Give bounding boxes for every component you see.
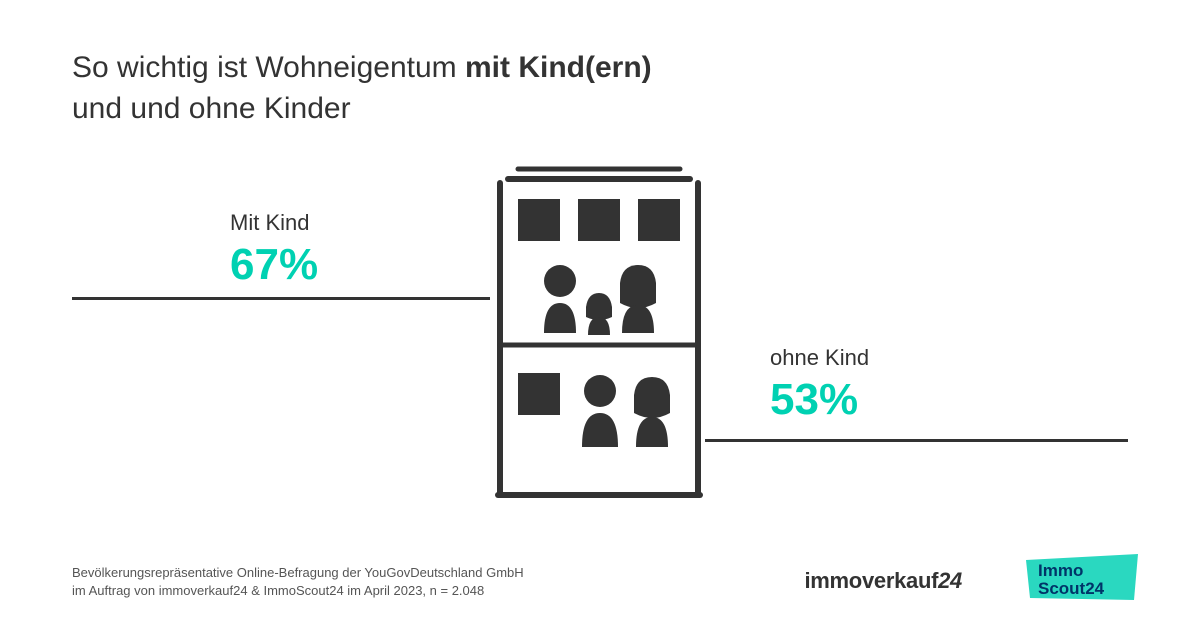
page-title: So wichtig ist Wohneigentum mit Kind(ern… — [72, 48, 652, 129]
building-illustration — [490, 165, 708, 505]
title-line1-bold: mit Kind(ern) — [465, 51, 652, 84]
stat-with-kids-value: 67% — [230, 240, 318, 290]
connector-right — [705, 439, 1128, 442]
logo-immoverkauf24: immoverkauf24 — [804, 568, 962, 594]
logo-immoscout24: Immo Scout24 — [1022, 552, 1142, 604]
logo-immoscout-line2: Scout24 — [1038, 579, 1105, 598]
logo-immoverkauf-text: immoverkauf — [804, 568, 938, 593]
logo-immoverkauf-suffix: 24 — [938, 568, 962, 593]
logo-immoscout-line1: Immo — [1038, 561, 1083, 580]
stat-with-kids-label: Mit Kind — [230, 210, 318, 236]
title-line2: und und ohne Kinder — [72, 92, 351, 125]
footnote-line1: Bevölkerungsrepräsentative Online-Befrag… — [72, 565, 524, 580]
stat-without-kids: ohne Kind 53% — [770, 345, 869, 425]
stat-without-kids-label: ohne Kind — [770, 345, 869, 371]
stat-without-kids-value: 53% — [770, 375, 869, 425]
source-footnote: Bevölkerungsrepräsentative Online-Befrag… — [72, 564, 524, 600]
footnote-line2: im Auftrag von immoverkauf24 & ImmoScout… — [72, 583, 484, 598]
title-line1-pre: So wichtig ist Wohneigentum — [72, 51, 465, 84]
connector-left — [72, 297, 490, 300]
stat-with-kids: Mit Kind 67% — [230, 210, 318, 290]
